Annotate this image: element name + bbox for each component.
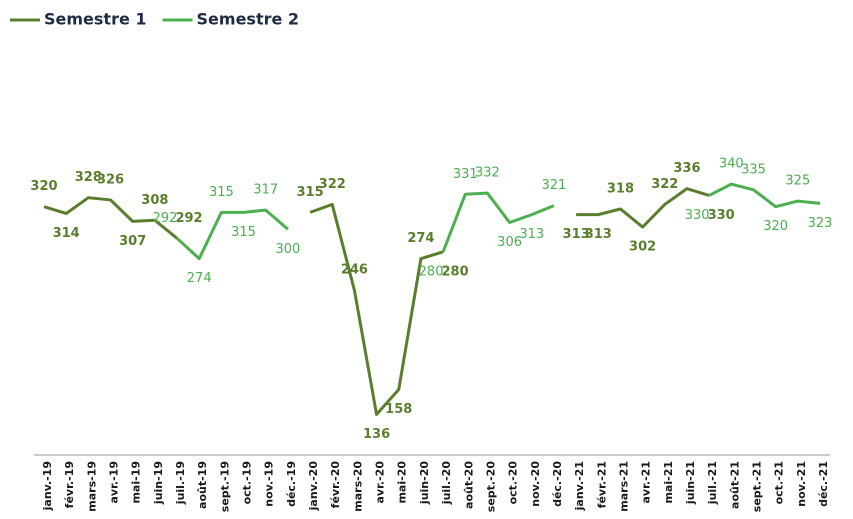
- data-label: 313: [585, 227, 612, 242]
- data-label: 246: [341, 263, 368, 278]
- data-label: 308: [141, 193, 168, 208]
- data-label: 340: [719, 157, 744, 172]
- data-label: 136: [363, 427, 390, 442]
- x-tick-label: déc.-19: [285, 461, 298, 507]
- data-label: 326: [97, 172, 124, 187]
- x-tick-label: mars-19: [85, 461, 98, 512]
- data-label: 320: [763, 219, 788, 234]
- data-label: 317: [253, 183, 278, 198]
- data-label: 300: [275, 242, 300, 257]
- data-label: 306: [497, 235, 522, 250]
- data-label: 330: [685, 208, 710, 223]
- data-label: 318: [607, 181, 634, 196]
- data-label: 315: [231, 225, 256, 240]
- data-label: 322: [319, 177, 346, 192]
- x-tick-label: nov.-20: [529, 461, 542, 507]
- x-tick-label: oct.-21: [773, 461, 786, 504]
- data-label: 331: [453, 167, 478, 182]
- legend-label: Semestre 2: [197, 10, 300, 29]
- data-label: 274: [187, 271, 212, 286]
- x-tick-label: juil.-20: [440, 461, 453, 506]
- data-label: 307: [119, 234, 146, 249]
- data-label: 313: [519, 227, 544, 242]
- x-tick-label: févr.-19: [63, 461, 76, 508]
- x-tick-label: janv.-21: [573, 461, 586, 511]
- x-tick-label: sept.-20: [484, 461, 497, 513]
- data-label: 315: [209, 185, 234, 200]
- data-label: 332: [475, 166, 500, 181]
- data-label: 328: [75, 170, 102, 185]
- x-tick-label: janv.-20: [307, 461, 320, 512]
- data-label: 158: [385, 402, 412, 417]
- x-tick-label: nov.-19: [263, 461, 276, 507]
- line-series: [43, 187, 710, 416]
- data-label: 335: [741, 162, 766, 177]
- data-label: 330: [708, 208, 735, 223]
- x-tick-label: nov.-21: [795, 461, 808, 507]
- x-tick-label: août-19: [196, 461, 209, 509]
- data-label: 322: [651, 177, 678, 192]
- x-tick-label: mai-21: [662, 461, 675, 504]
- x-tick-label: mai-20: [396, 461, 409, 504]
- data-label: 325: [785, 174, 810, 189]
- x-tick-label: déc.-21: [817, 461, 830, 507]
- x-tick-label: oct.-20: [507, 461, 520, 505]
- x-tick-label: avr.-19: [108, 461, 121, 504]
- data-label: 274: [407, 231, 434, 246]
- x-tick-label: févr.-21: [595, 461, 608, 508]
- data-label: 280: [419, 264, 444, 279]
- data-label: 292: [175, 211, 202, 226]
- x-tick-label: juin-20: [418, 461, 431, 505]
- data-label: 302: [629, 240, 656, 255]
- data-label: 313: [563, 227, 590, 242]
- data-label: 314: [53, 226, 80, 241]
- x-tick-label: juin-21: [684, 461, 697, 505]
- data-label: 280: [442, 264, 469, 279]
- line-series: [176, 182, 821, 261]
- x-tick-label: févr.-20: [329, 461, 342, 509]
- x-tick-label: mars-21: [617, 461, 630, 512]
- x-tick-label: mars-20: [351, 461, 364, 512]
- x-tick-label: mai-19: [130, 461, 143, 504]
- data-label: 292: [153, 211, 178, 226]
- x-tick-label: juil.-19: [174, 461, 187, 505]
- x-tick-label: sept.-19: [218, 461, 231, 512]
- data-label: 336: [673, 161, 700, 176]
- x-tick-label: août-20: [462, 461, 475, 509]
- x-tick-label: août-21: [728, 461, 741, 509]
- legend-label: Semestre 1: [44, 10, 147, 29]
- x-tick-label: sept.-21: [750, 461, 763, 512]
- x-tick-label: avr.-20: [374, 461, 387, 504]
- x-tick-label: juil.-21: [706, 461, 719, 505]
- x-tick-label: juin-19: [152, 461, 165, 505]
- data-label: 321: [542, 178, 567, 193]
- x-tick-label: janv.-19: [41, 461, 54, 511]
- x-tick-label: déc.-20: [551, 461, 564, 507]
- data-label: 323: [808, 216, 833, 231]
- data-label: 320: [30, 179, 57, 194]
- x-tick-label: avr.-21: [640, 461, 653, 504]
- data-label: 315: [296, 185, 323, 200]
- x-tick-label: oct.-19: [241, 461, 254, 504]
